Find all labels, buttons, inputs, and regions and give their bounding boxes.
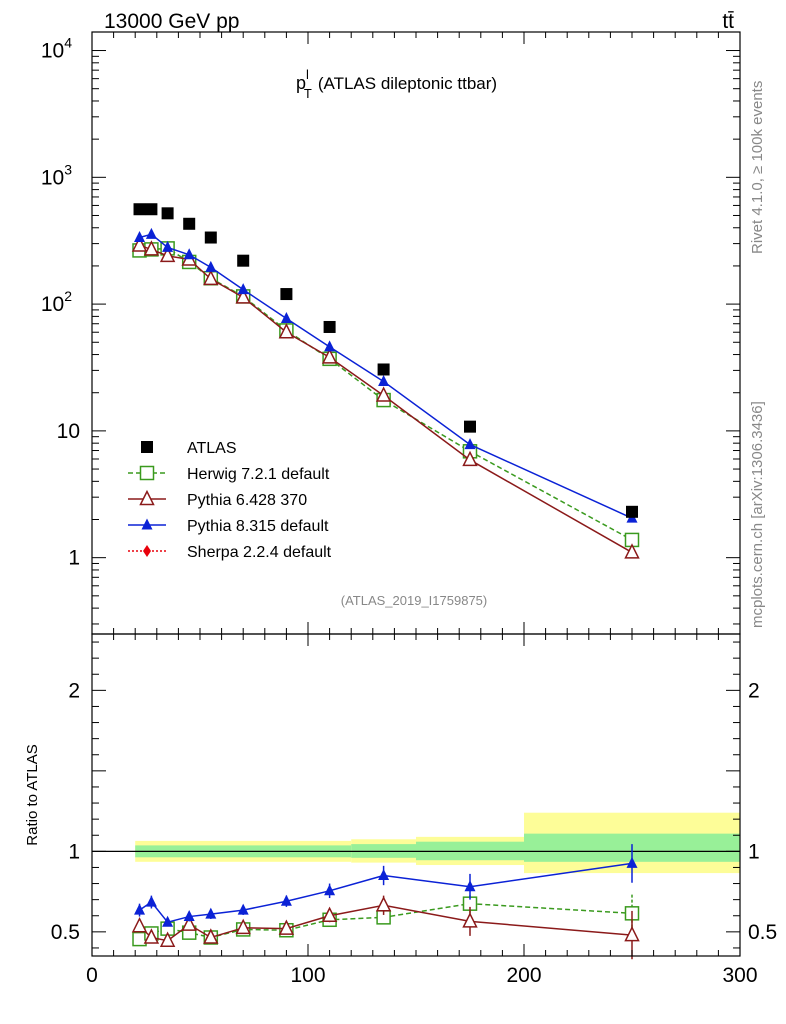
marker-triangle (159, 246, 176, 263)
data-point (626, 505, 638, 518)
y-tick-label: 10 (57, 420, 80, 443)
marker-triangle (464, 438, 476, 450)
marker-triangle (462, 450, 478, 467)
marker-triangle (280, 894, 292, 906)
ratio-y-tick-label-right: 1 (748, 840, 760, 863)
ratio-frame (91, 633, 741, 957)
marker-triangle (378, 375, 390, 387)
legend-label: Pythia 8.315 default (187, 518, 329, 535)
data-point (183, 217, 196, 230)
marker-triangle (143, 240, 160, 256)
marker-triangle (131, 236, 148, 252)
beam-label: 13000 GeV pp (104, 10, 239, 33)
axes: 0 100 200 300 1 10 102 103 104 0.5 0.5 1 1 2 2 (41, 31, 777, 987)
x-tick-label: 100 (290, 964, 325, 987)
legend-label: Pythia 6.428 370 (187, 492, 307, 509)
data-point (133, 203, 146, 216)
data-point (161, 207, 174, 220)
marker-triangle (145, 895, 157, 907)
marker-triangle (378, 869, 390, 880)
ratio-y-tick-label-right: 0.5 (748, 921, 777, 944)
ratio-y-tick-label-right: 2 (748, 679, 760, 702)
marker-triangle (278, 919, 295, 935)
marker-triangle (626, 856, 638, 868)
data-point (323, 320, 336, 333)
marker-triangle (280, 311, 292, 323)
legend-label: Herwig 7.2.1 default (187, 466, 330, 483)
marker-triangle (145, 227, 157, 239)
marker-triangle (624, 925, 640, 942)
mcplots-label: mcplots.cern.ch [arXiv:1306.3436] (749, 401, 766, 628)
marker-square (139, 465, 155, 481)
marker-triangle (235, 288, 251, 304)
marker-triangle (375, 896, 392, 912)
analysis-id: (ATLAS_2019_I1759875) (341, 593, 487, 608)
marker-triangle (203, 928, 219, 944)
main-series (131, 203, 640, 559)
legend: ATLAS Herwig 7.2.1 default Pythia 6.428 37… (128, 440, 332, 561)
rivet-label: Rivet 4.1.0, ≥ 100k events (749, 81, 766, 254)
data-point (204, 231, 217, 244)
marker-triangle (141, 518, 153, 530)
y-tick-label: 102 (41, 288, 72, 316)
marker-triangle (134, 903, 146, 915)
marker-triangle (462, 912, 478, 928)
marker-triangle (237, 283, 249, 295)
y-tick-label: 1 (68, 547, 80, 570)
y-tick-label: 103 (41, 161, 72, 189)
marker-triangle (139, 489, 155, 506)
marker-triangle (321, 906, 338, 922)
process-label: tt̄ (722, 10, 734, 33)
plot-title: pl T(ATLAS dileptonic ttbar) (296, 67, 497, 101)
ratio-series (131, 844, 640, 960)
data-point (464, 420, 476, 433)
marker-triangle (278, 323, 295, 339)
x-tick-label: 0 (86, 964, 98, 987)
marker-triangle (624, 543, 640, 559)
marker-triangle (162, 915, 174, 927)
marker-triangle (203, 269, 219, 286)
marker-triangle (464, 880, 476, 892)
marker-triangle (183, 910, 195, 922)
marker-triangle (205, 907, 217, 919)
marker-triangle (143, 928, 160, 944)
marker-triangle (375, 386, 392, 402)
marker-triangle (183, 248, 195, 260)
legend-label: ATLAS (187, 440, 237, 457)
marker-triangle (181, 915, 197, 931)
marker-triangle (159, 931, 176, 947)
marker-diamond (143, 545, 151, 557)
marker-triangle (134, 231, 146, 243)
ratio-uncertainty-bands (92, 812, 740, 874)
marker-triangle (205, 260, 217, 272)
marker-square (141, 441, 153, 453)
y-tick-label: 104 (41, 35, 72, 63)
x-tick-label: 300 (722, 964, 757, 987)
data-point (145, 203, 158, 216)
x-tick-label: 200 (506, 964, 541, 987)
legend-label: Sherpa 2.2.4 default (187, 544, 332, 561)
marker-triangle (131, 917, 148, 933)
data-point (377, 363, 390, 376)
data-point (237, 254, 250, 267)
marker-triangle (237, 903, 249, 915)
data-point (280, 288, 293, 301)
marker-triangle (321, 348, 338, 364)
ratio-y-tick-label: 1 (68, 840, 80, 863)
ratio-ylabel: Ratio to ATLAS (24, 744, 41, 845)
marker-triangle (324, 340, 336, 352)
marker-triangle (162, 240, 174, 252)
ratio-y-tick-label: 2 (68, 679, 80, 702)
ratio-y-tick-label: 0.5 (51, 921, 80, 944)
marker-triangle (324, 884, 336, 896)
marker-triangle (235, 918, 251, 935)
